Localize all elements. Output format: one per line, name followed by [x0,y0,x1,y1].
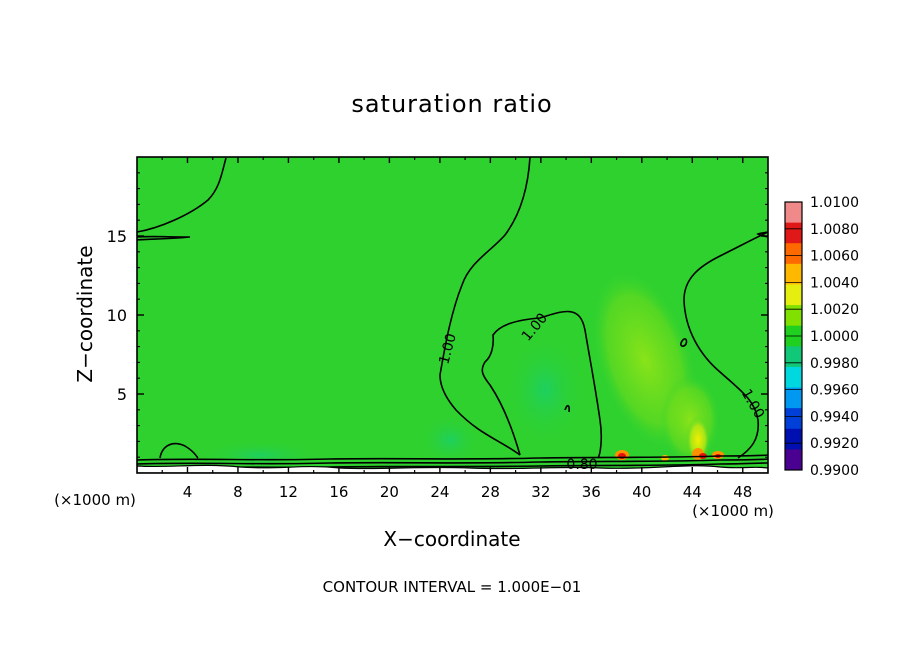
contour-label: 1.00 [436,332,460,366]
terrain-band [137,464,768,473]
x-axis: 4 8 12 16 20 24 28 32 36 40 44 48 [161,157,752,501]
colorbar-label: 1.0100 [810,195,859,211]
y-tick-label: 15 [107,227,127,246]
colorbar-label: 1.0020 [810,302,859,318]
contour-bump-left [159,442,199,459]
contour-main-2 [481,310,603,459]
x-tick-label: 4 [183,483,193,501]
contour-top-left [137,157,227,233]
x-tick-label: 44 [683,483,702,501]
colorbar-swatch [785,408,802,430]
x-tick-label: 28 [481,483,500,501]
colorbar-swatch [785,387,802,409]
x-tick-label: 12 [279,483,298,501]
colorbar-swatch [785,449,802,471]
y-tick-label: 10 [107,306,127,325]
x-tick-label: 20 [380,483,399,501]
x-tick-label: 16 [329,483,348,501]
contour-surface-1 [137,454,768,461]
colorbar-swatch [785,263,802,285]
colorbar-swatch [785,428,802,450]
colorbar-label: 0.9940 [810,409,859,425]
colorbar-label: 0.9900 [810,463,859,479]
colorbar-swatch [785,284,802,306]
colorbar-swatch [785,202,802,224]
colorbar-swatch [785,366,802,389]
contour-label: 0.80 [566,457,597,473]
contour-left-tongue [137,235,191,241]
x-unit-left: (×1000 m) [54,491,136,509]
colorbar-label: 1.0000 [810,329,859,345]
colorbar-swatch [785,305,802,327]
contour-small-loop [680,338,688,347]
teal-patch-2 [420,415,480,465]
contour-interval-note: CONTOUR INTERVAL = 1.000E−01 [323,578,582,596]
contour-main-1 [439,157,531,456]
field-shading [200,268,724,469]
y-axis: 5 10 15 [107,172,768,458]
colorbar-swatch [785,222,802,244]
teal-patch [505,335,585,445]
colorbar-label: 1.0060 [810,249,859,265]
colorbar-label: 1.0040 [810,275,859,291]
x-tick-label: 40 [632,483,651,501]
colorbar-label: 1.0080 [810,222,859,238]
x-tick-label: 24 [430,483,449,501]
y-tick-label: 5 [117,385,127,404]
x-tick-label: 48 [733,483,752,501]
colorbar-swatch [785,346,802,368]
contour-lines [137,157,768,469]
colorbar-label: 0.9920 [810,436,859,452]
colorbar-label: 0.9980 [810,356,859,372]
orange-spot-4 [661,455,669,461]
x-tick-label: 32 [531,483,550,501]
chart-title: saturation ratio [351,90,552,118]
contour-small-ticks [564,404,570,413]
colorbar-label: 0.9960 [810,383,859,399]
yellow-plume [686,416,710,464]
colorbar-swatch [785,243,802,265]
x-axis-label: X−coordinate [383,527,520,551]
contour-surface-2 [137,458,768,465]
teal-patch-3 [200,441,320,469]
y-axis-label: Z−coordinate [73,245,97,382]
contour-right-upper [683,231,768,459]
colorbar: 1.0100 1.0080 1.0060 1.0040 1.0020 1.0000 0.99… [784,195,859,479]
x-tick-label: 36 [582,483,601,501]
x-tick-label: 8 [233,483,243,501]
x-unit-right: (×1000 m) [692,502,774,520]
